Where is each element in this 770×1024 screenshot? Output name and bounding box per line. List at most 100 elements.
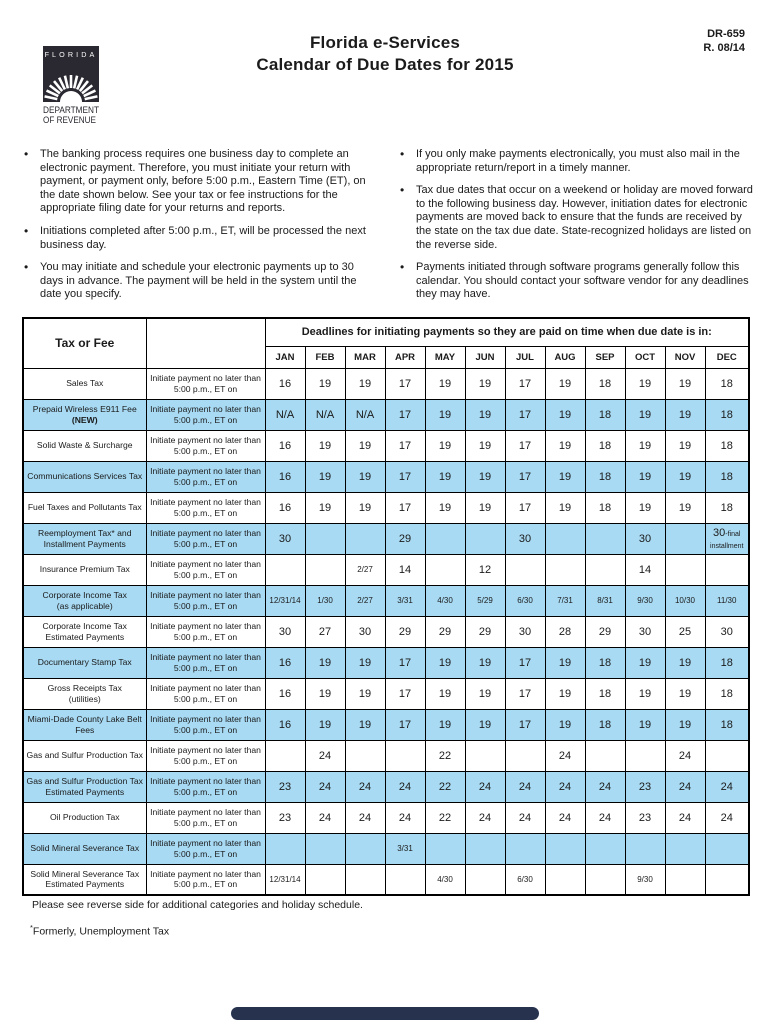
- due-date-cell: 25: [664, 615, 706, 648]
- bullet-icon: •: [24, 223, 29, 238]
- due-date-cell: 22: [424, 770, 466, 803]
- due-date-cell: 18: [704, 491, 750, 524]
- due-date-cell: 19: [544, 646, 586, 679]
- svg-text:OF REVENUE: OF REVENUE: [43, 115, 96, 125]
- due-date-cell: 17: [384, 367, 426, 400]
- due-date-cell: 24: [544, 770, 586, 803]
- due-date-cell: 19: [304, 708, 346, 741]
- due-date-cell: 18: [704, 367, 750, 400]
- due-date-cell: 2/27: [344, 553, 386, 586]
- due-date-cell: 7/31: [544, 584, 586, 617]
- due-date-cell: [424, 522, 466, 555]
- due-date-cell: 19: [464, 367, 506, 400]
- row-label: Solid Mineral Severance Tax: [22, 832, 147, 865]
- row-instruction: Initiate payment no later than 5:00 p.m.,…: [145, 863, 266, 896]
- tax-or-fee-header: Tax or Fee: [22, 317, 147, 369]
- due-date-cell: 19: [424, 429, 466, 462]
- due-date-cell: [464, 522, 506, 555]
- due-date-cell: 24: [584, 801, 626, 834]
- due-date-cell: 19: [624, 677, 666, 710]
- due-date-cell: 19: [304, 460, 346, 493]
- row-label: Miami-Dade County Lake Belt Fees: [22, 708, 147, 741]
- due-date-cell: 17: [504, 646, 546, 679]
- due-date-cell: 19: [424, 646, 466, 679]
- due-date-cell: 24: [544, 801, 586, 834]
- due-date-cell: 17: [384, 677, 426, 710]
- due-date-cell: 29: [384, 522, 426, 555]
- due-date-cell: 19: [544, 491, 586, 524]
- due-date-cell: 17: [384, 429, 426, 462]
- due-date-cell: 19: [464, 460, 506, 493]
- row-label: Gas and Sulfur Production Tax: [22, 739, 147, 772]
- due-date-cell: 30: [504, 615, 546, 648]
- due-date-cell: 19: [544, 367, 586, 400]
- reverse-side-note: Please see reverse side for additional c…: [32, 899, 363, 911]
- table-row: Miami-Dade County Lake Belt Fees Initiate …: [22, 708, 750, 741]
- due-date-cell: 9/30: [624, 863, 666, 896]
- due-date-cell: 19: [544, 677, 586, 710]
- row-label: Corporate Income Tax Estimated Payments: [22, 615, 147, 648]
- note-bullet: • The banking process requires one busine…: [24, 147, 366, 215]
- due-date-cell: 17: [504, 708, 546, 741]
- table-row: Corporate Income Tax (as applicable) Initi…: [22, 584, 750, 617]
- due-date-cell: [664, 553, 706, 586]
- row-label: Fuel Taxes and Pollutants Tax: [22, 491, 147, 524]
- due-date-cell: 17: [384, 708, 426, 741]
- due-date-cell: 19: [344, 460, 386, 493]
- due-date-cell: 19: [464, 398, 506, 431]
- bullet-icon: •: [24, 147, 29, 161]
- due-date-cell: 12/31/14: [264, 863, 306, 896]
- due-date-cell: [344, 863, 386, 896]
- month-header: MAY: [424, 345, 466, 369]
- table-row: Prepaid Wireless E911 Fee (NEW) Initiate p…: [22, 398, 750, 431]
- due-date-cell: 12: [464, 553, 506, 586]
- due-date-cell: 9/30: [624, 584, 666, 617]
- month-header: JUL: [504, 345, 546, 369]
- row-label: Gross Receipts Tax (utilities): [22, 677, 147, 710]
- due-date-cell: 19: [304, 677, 346, 710]
- month-header: DEC: [704, 345, 750, 369]
- table-row: Sales Tax Initiate payment no later than 5…: [22, 367, 750, 400]
- due-date-cell: 30: [344, 615, 386, 648]
- due-date-cell: 19: [424, 491, 466, 524]
- title-line-1: Florida e-Services: [309, 33, 461, 52]
- due-date-cell: [304, 863, 346, 896]
- due-date-cell: 5/29: [464, 584, 506, 617]
- due-date-cell: 17: [384, 491, 426, 524]
- due-date-cell: 19: [624, 491, 666, 524]
- due-date-cell: 19: [544, 398, 586, 431]
- due-date-cell: 19: [544, 460, 586, 493]
- due-date-cell: 18: [584, 429, 626, 462]
- due-date-cell: 19: [344, 646, 386, 679]
- due-date-cell: 30: [264, 522, 306, 555]
- due-date-cell: 24: [344, 801, 386, 834]
- due-date-cell: 18: [584, 367, 626, 400]
- due-date-cell: 16: [264, 367, 306, 400]
- due-date-cell: [584, 832, 626, 865]
- due-date-cell: 24: [704, 801, 750, 834]
- due-date-cell: N/A: [344, 398, 386, 431]
- due-date-cell: 12/31/14: [264, 584, 306, 617]
- due-date-cell: 1/30: [304, 584, 346, 617]
- due-date-cell: [704, 863, 750, 896]
- title-line-2: Calendar of Due Dates for 2015: [256, 55, 514, 74]
- due-date-cell: [464, 863, 506, 896]
- due-date-cell: 19: [464, 708, 506, 741]
- due-date-cell: 24: [664, 770, 706, 803]
- due-date-cell: 22: [424, 739, 466, 772]
- due-date-cell: 19: [624, 708, 666, 741]
- due-date-cell: 24: [504, 801, 546, 834]
- due-date-cell: 23: [624, 801, 666, 834]
- row-instruction: Initiate payment no later than 5:00 p.m.,…: [145, 739, 266, 772]
- due-date-cell: [304, 522, 346, 555]
- due-date-cell: 17: [504, 429, 546, 462]
- due-date-cell: 17: [504, 677, 546, 710]
- home-indicator-bar[interactable]: [231, 1007, 539, 1020]
- due-date-cell: 24: [384, 770, 426, 803]
- row-instruction: Initiate payment no later than 5:00 p.m.,…: [145, 553, 266, 586]
- due-date-cell: 18: [584, 398, 626, 431]
- due-date-cell: 24: [664, 739, 706, 772]
- row-instruction: Initiate payment no later than 5:00 p.m.,…: [145, 832, 266, 865]
- due-date-cell: [584, 739, 626, 772]
- due-date-cell: 18: [704, 429, 750, 462]
